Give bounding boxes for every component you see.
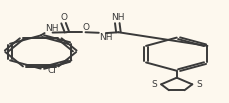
Text: S: S (151, 80, 156, 89)
Text: NH: NH (111, 13, 124, 22)
Text: S: S (196, 80, 201, 89)
Text: O: O (60, 13, 67, 22)
Text: O: O (83, 23, 90, 32)
Text: NH: NH (45, 24, 59, 33)
Text: NH: NH (98, 33, 112, 42)
Text: Cl: Cl (47, 66, 56, 75)
